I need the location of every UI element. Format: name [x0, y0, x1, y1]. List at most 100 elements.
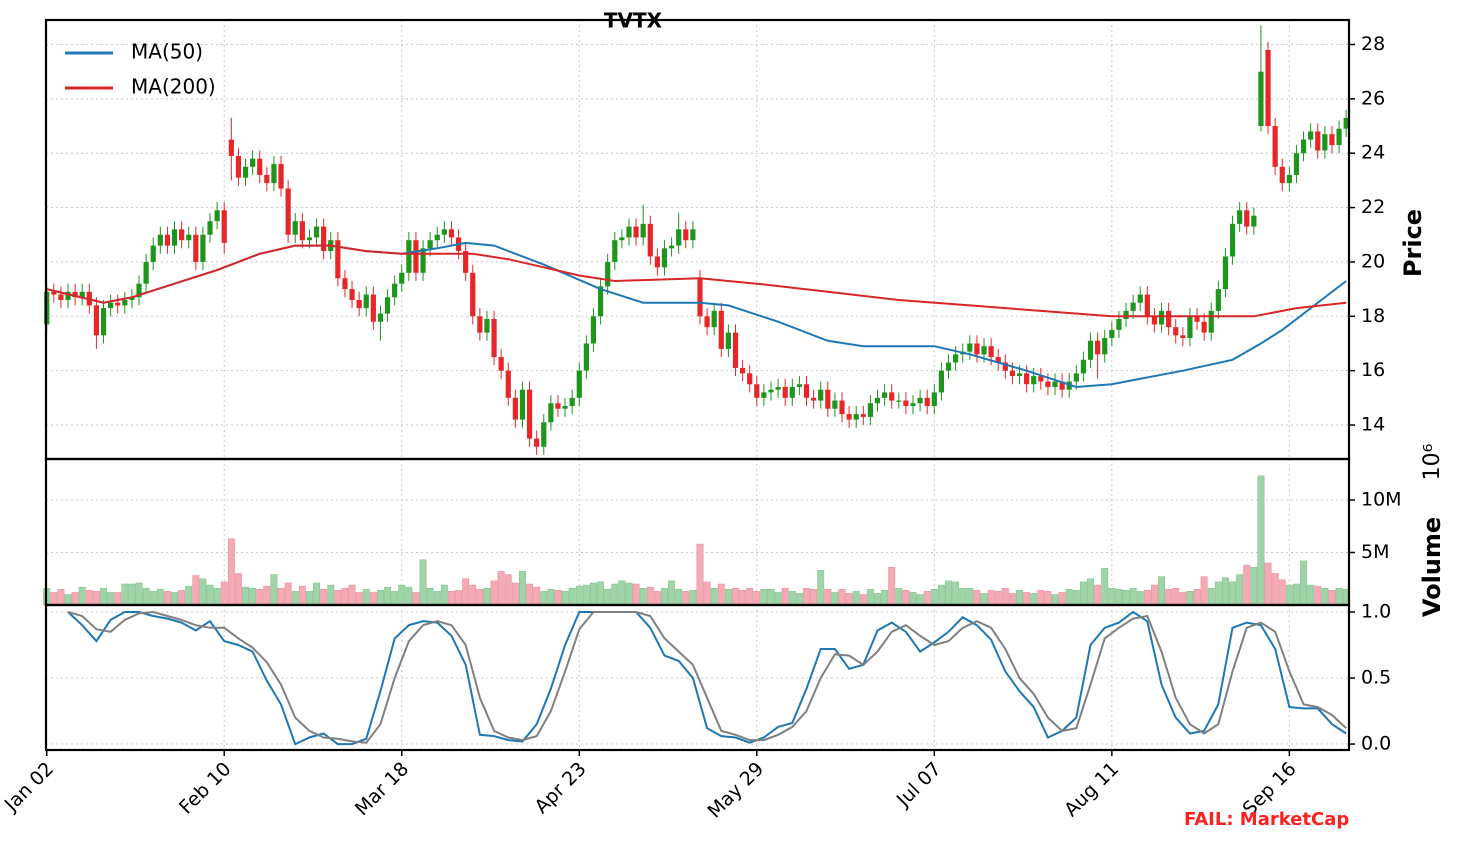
candle-body — [1031, 376, 1037, 385]
volume-bar — [838, 588, 846, 606]
candle-body — [725, 332, 731, 349]
volume-bar — [852, 591, 860, 606]
volume-bar — [767, 588, 775, 606]
volume-bar — [774, 592, 782, 606]
y-tick-label: 24 — [1361, 142, 1385, 164]
volume-bar — [675, 588, 683, 606]
volume-bar — [1293, 583, 1300, 606]
candle-body — [782, 386, 788, 398]
volume-bar — [291, 591, 299, 606]
candle-body — [242, 166, 249, 178]
volume-bar — [1079, 581, 1087, 606]
candle-body — [143, 261, 149, 284]
volume-bar — [128, 583, 136, 606]
volume-bar — [732, 587, 739, 606]
candle-body — [1329, 134, 1335, 146]
volume-bar — [618, 580, 626, 606]
volume-bar — [1300, 560, 1308, 606]
volume-bar — [980, 593, 988, 606]
volume-bar — [831, 592, 839, 606]
candle-body — [51, 291, 57, 295]
candle-body — [761, 392, 767, 398]
y-tick-label: 28 — [1361, 33, 1385, 55]
volume-bar — [497, 571, 505, 606]
candle-body — [739, 367, 746, 374]
x-tick-label: Jan 02 — [0, 758, 58, 816]
volume-bar — [959, 587, 967, 606]
candle-body — [93, 305, 100, 336]
candle-body — [846, 414, 852, 420]
volume-bar — [888, 566, 896, 606]
candle-body — [647, 223, 653, 257]
volume-bar — [1016, 590, 1023, 606]
candle-body — [1166, 310, 1172, 328]
candle-body — [72, 291, 78, 298]
line — [46, 244, 1347, 318]
candle-body — [690, 229, 696, 241]
candle-body — [313, 226, 320, 238]
volume-bar — [753, 591, 761, 606]
candle-body — [1237, 210, 1243, 224]
candle-body — [818, 389, 824, 401]
candle-body — [1343, 117, 1349, 129]
volume-bar — [1037, 590, 1045, 606]
chart-title: TVTX — [604, 9, 663, 33]
candle-body — [1180, 335, 1186, 339]
volume-bar — [227, 538, 235, 606]
candle-body — [441, 229, 447, 235]
candle-body — [555, 403, 561, 409]
volume-bar — [810, 588, 818, 606]
candle-body — [981, 346, 987, 355]
candle-body — [789, 386, 795, 398]
candle-body — [306, 237, 313, 241]
candle-body — [370, 294, 376, 322]
volume-bar — [320, 588, 328, 606]
candle-body — [321, 226, 327, 252]
volume-bar — [1058, 592, 1066, 606]
candle-body — [477, 316, 483, 333]
volume-bar — [114, 592, 122, 606]
volume-bar — [561, 591, 569, 606]
candle-body — [186, 234, 192, 241]
volume-bar — [376, 590, 384, 606]
volume-bar — [739, 590, 747, 606]
candle-body — [1272, 126, 1278, 167]
volume-bar — [398, 584, 406, 606]
volume-bar — [966, 587, 974, 606]
volume-bar — [355, 592, 363, 606]
candle-body — [228, 139, 234, 156]
volume-bar — [433, 591, 441, 606]
candle-body — [65, 291, 71, 300]
volume-bar — [788, 591, 796, 606]
volume-bar — [1207, 587, 1215, 606]
candle-body — [299, 221, 305, 241]
candle-body — [392, 283, 398, 298]
volume-bar — [455, 590, 463, 606]
volume-bar — [1214, 581, 1222, 606]
candle-body — [1123, 310, 1129, 320]
candle-body — [640, 223, 646, 238]
candle-body — [271, 164, 277, 184]
volume-bar — [1136, 591, 1144, 606]
candle-body — [803, 384, 810, 398]
volume-bar — [405, 586, 413, 606]
candle-body — [115, 302, 121, 306]
candle-body — [235, 155, 242, 178]
volume-bar — [64, 594, 72, 606]
line — [67, 610, 1347, 744]
volume-bar — [881, 590, 889, 606]
candle-body — [683, 229, 689, 241]
candle-body — [1009, 370, 1016, 377]
candle-body — [58, 294, 64, 300]
candle-body — [1087, 340, 1094, 360]
volume-bar — [1285, 584, 1293, 606]
volume-bar — [746, 587, 754, 606]
candle-body — [534, 438, 540, 447]
volume-bar — [305, 591, 313, 606]
volume-bar — [220, 581, 228, 606]
volume-bar — [582, 584, 590, 606]
volume-bar — [1087, 578, 1094, 606]
volume-bar — [526, 583, 534, 606]
volume-bar — [469, 584, 477, 606]
candle-body — [1024, 373, 1030, 385]
